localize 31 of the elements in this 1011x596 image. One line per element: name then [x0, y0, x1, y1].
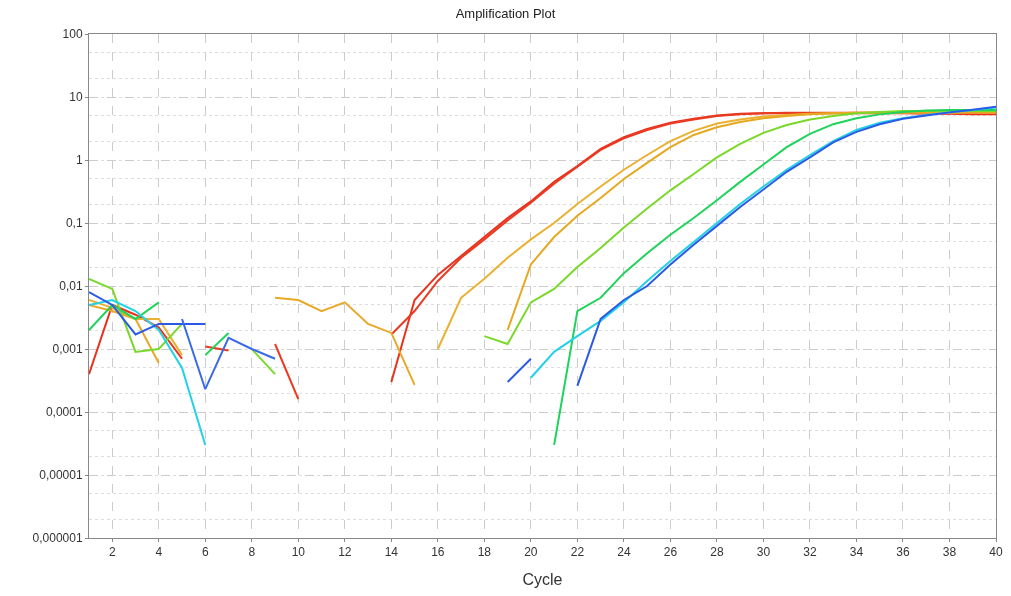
x-tick-label: 24	[617, 545, 631, 560]
y-tick-label: 0,000001	[32, 531, 83, 546]
y-tick-label: 0,01	[59, 279, 83, 294]
x-tick-label: 8	[248, 545, 256, 560]
x-tick-label: 30	[756, 545, 771, 560]
y-tick-label: 100	[62, 27, 83, 42]
y-tick-label: 0,0001	[45, 405, 83, 420]
y-tick-label: 0,1	[65, 216, 83, 231]
y-tick-label: 1	[75, 153, 83, 168]
x-tick-label: 28	[710, 545, 724, 560]
x-tick-label: 10	[291, 545, 306, 560]
x-tick-label: 4	[155, 545, 163, 560]
y-tick-label: 0,00001	[39, 468, 83, 483]
x-tick-label: 14	[384, 545, 399, 560]
x-tick-label: 26	[663, 545, 678, 560]
x-tick-label: 32	[803, 545, 817, 560]
x-tick-label: 36	[896, 545, 910, 560]
x-tick-label: 22	[570, 545, 585, 560]
x-tick-label: 2	[108, 545, 116, 560]
x-tick-label: 34	[849, 545, 864, 560]
chart-title: Amplification Plot	[455, 6, 556, 22]
x-tick-label: 38	[942, 545, 957, 560]
y-tick-label: 10	[69, 90, 83, 105]
x-tick-label: 16	[431, 545, 445, 560]
x-tick-label: 6	[201, 545, 209, 560]
x-tick-label: 40	[989, 545, 1003, 560]
x-tick-label: 18	[477, 545, 492, 560]
x-tick-label: 20	[524, 545, 538, 560]
x-tick-label: 12	[338, 545, 352, 560]
y-tick-label: 0,001	[52, 342, 83, 357]
x-axis-title: Cycle	[522, 571, 563, 589]
